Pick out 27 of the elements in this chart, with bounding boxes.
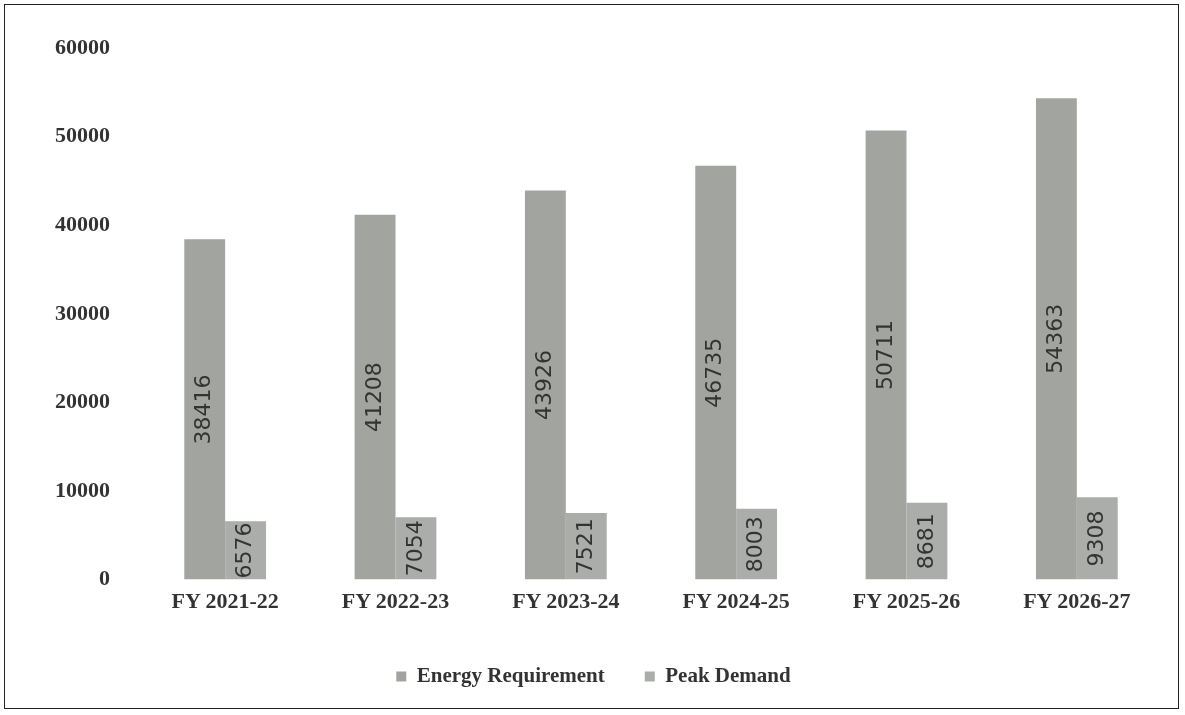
data-label: 46735 — [701, 337, 727, 408]
data-label: 41208 — [360, 362, 386, 433]
y-tick-label: 40000 — [55, 211, 110, 237]
x-tick-label: FY 2026-27 — [1023, 588, 1131, 614]
data-label: 38416 — [190, 374, 216, 445]
x-tick-label: FY 2023-24 — [512, 588, 620, 614]
y-tick-label: 50000 — [55, 122, 110, 148]
y-tick-label: 0 — [99, 565, 110, 591]
data-label: 7521 — [571, 518, 597, 575]
x-tick-label: FY 2024-25 — [682, 588, 790, 614]
legend-label: Energy Requirement — [416, 662, 605, 687]
data-label: 8681 — [912, 513, 938, 570]
x-tick-label: FY 2022-23 — [341, 588, 450, 614]
data-label: 9308 — [1082, 510, 1108, 567]
x-tick-label: FY 2021-22 — [171, 588, 279, 614]
y-tick-label: 60000 — [55, 33, 110, 59]
y-tick-label: 10000 — [55, 476, 110, 502]
data-label: 7054 — [401, 520, 427, 577]
data-label: 6576 — [231, 522, 257, 579]
data-label: 8003 — [742, 516, 768, 573]
legend-label: Peak Demand — [665, 662, 792, 687]
data-label: 43926 — [531, 350, 557, 421]
data-label: 54363 — [1042, 303, 1068, 374]
x-tick-label: FY 2025-26 — [852, 588, 961, 614]
data-label: 50711 — [871, 320, 897, 391]
y-tick-label: 20000 — [55, 388, 110, 414]
y-tick-label: 30000 — [55, 299, 110, 325]
